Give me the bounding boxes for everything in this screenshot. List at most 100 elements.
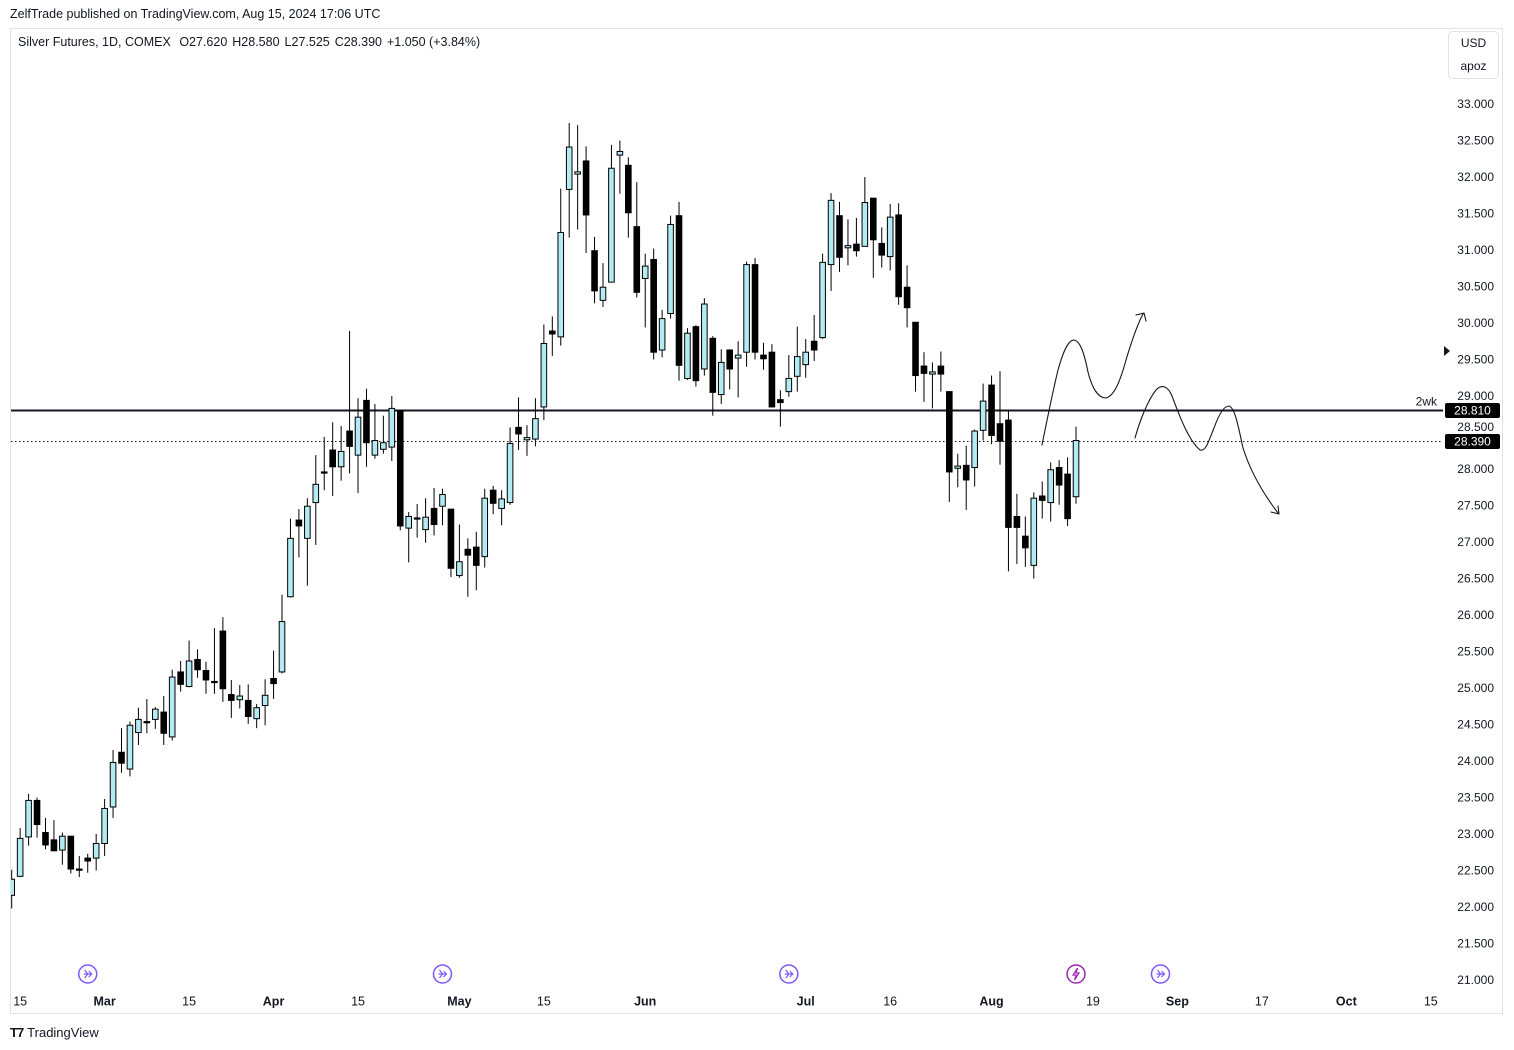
candle-body — [388, 407, 396, 448]
candle-up — [523, 425, 531, 456]
candle-body — [329, 449, 336, 468]
candle-down — [396, 410, 404, 531]
candle-body — [270, 678, 277, 685]
candle-body — [861, 202, 869, 247]
candle-down — [895, 203, 902, 305]
price-tick-label: 25.500 — [1457, 645, 1494, 659]
projection-path-bullish[interactable] — [1041, 313, 1144, 446]
lightning-event-icon[interactable] — [1066, 964, 1086, 984]
dividend-event-icon[interactable] — [779, 964, 799, 984]
dividend-event-icon[interactable] — [1150, 964, 1171, 984]
candle-up — [1030, 492, 1038, 579]
time-tick-label: Jul — [797, 995, 815, 1009]
candle-body — [363, 399, 370, 444]
candle-down — [228, 679, 235, 718]
price-tick-label: 30.500 — [1457, 280, 1494, 294]
candle-body — [109, 761, 117, 808]
candle-down — [650, 248, 657, 360]
price-tick-label: 32.000 — [1457, 170, 1494, 184]
candle-body — [101, 807, 108, 844]
candle-down — [810, 314, 818, 361]
candle-body — [126, 724, 134, 770]
candle-up — [785, 355, 793, 397]
candle-body — [16, 837, 24, 877]
candle-up — [371, 404, 379, 459]
candle-up — [253, 704, 260, 729]
candle-down — [675, 201, 683, 381]
candle-body — [1005, 419, 1012, 528]
candle-body — [878, 242, 886, 256]
horizontal-lines: 2wk — [11, 395, 1443, 442]
candle-up — [793, 326, 801, 392]
candle-body — [481, 497, 489, 558]
dividend-event-icon[interactable] — [432, 964, 453, 984]
candle-up — [312, 455, 320, 545]
candle-down — [472, 531, 480, 591]
hand-drawn-projections[interactable] — [1041, 312, 1280, 515]
price-tick-label: 24.000 — [1457, 754, 1494, 768]
2wk-level-value: 28.810 — [1454, 404, 1491, 418]
candle-up — [979, 383, 987, 441]
candle-body — [1030, 497, 1038, 566]
candle-body — [228, 694, 235, 701]
candle-body — [456, 561, 463, 577]
price-axis[interactable]: 21.000 21.500 22.000 22.500 23.000 23.500 24.0… — [1457, 97, 1494, 987]
time-tick-label: 17 — [1255, 995, 1269, 1009]
candle-down — [363, 388, 370, 467]
candle-body — [565, 146, 573, 190]
candle-body — [253, 707, 260, 720]
candle-body — [261, 694, 269, 707]
candle-body — [929, 371, 936, 375]
arrow-glyph — [1156, 969, 1166, 979]
candle-body — [439, 494, 446, 507]
candle-body — [920, 365, 928, 374]
candle-body — [515, 426, 522, 435]
candles — [11, 122, 1080, 909]
candle-down — [50, 820, 58, 852]
time-tick-label: 15 — [182, 995, 196, 1009]
candle-body — [827, 199, 835, 266]
candle-down — [912, 321, 919, 392]
candle-up — [405, 512, 413, 563]
candle-body — [92, 842, 100, 859]
candle-body — [337, 450, 345, 468]
event-icons[interactable] — [77, 964, 1171, 984]
candle-body — [971, 430, 978, 469]
candle-body — [844, 245, 852, 249]
candle-down — [413, 504, 421, 538]
candle-body — [532, 418, 539, 440]
candle-body — [684, 332, 691, 379]
candle-body — [118, 751, 125, 764]
tradingview-logo-icon: T7 — [10, 1025, 24, 1040]
projection-path-bearish[interactable] — [1134, 386, 1279, 514]
candle-body — [236, 695, 244, 701]
price-tick-label: 24.500 — [1457, 718, 1494, 732]
candle-body — [650, 258, 657, 353]
currency-unit-button[interactable]: USD apoz — [1448, 31, 1499, 79]
time-tick-label: Aug — [979, 995, 1003, 1009]
candle-up — [599, 263, 607, 307]
candle-down — [1038, 481, 1046, 519]
candle-down — [430, 487, 438, 536]
candle-up — [135, 707, 142, 745]
candle-body — [591, 250, 598, 292]
dividend-event-icon[interactable] — [77, 964, 98, 984]
candle-down — [160, 696, 168, 745]
candle-body — [819, 261, 826, 339]
candle-down — [320, 436, 328, 491]
candle-up — [439, 488, 446, 526]
candle-up — [126, 721, 134, 777]
candle-down — [836, 201, 843, 272]
candle-up — [608, 144, 615, 283]
candle-body — [802, 351, 810, 366]
candle-up — [388, 396, 396, 461]
price-tick-label: 28.500 — [1457, 420, 1494, 434]
candle-up — [565, 122, 573, 238]
price-tick-label: 32.500 — [1457, 134, 1494, 148]
candle-body — [430, 507, 438, 525]
unit-label: apoz — [1460, 59, 1487, 73]
time-axis[interactable]: 15 Mar 15 Apr 15 May 15 Jun Jul 16 Aug 19 Sep 17 Oct 15 — [13, 995, 1438, 1009]
candle-body — [962, 464, 970, 481]
price-tick-label: 33.000 — [1457, 97, 1494, 111]
